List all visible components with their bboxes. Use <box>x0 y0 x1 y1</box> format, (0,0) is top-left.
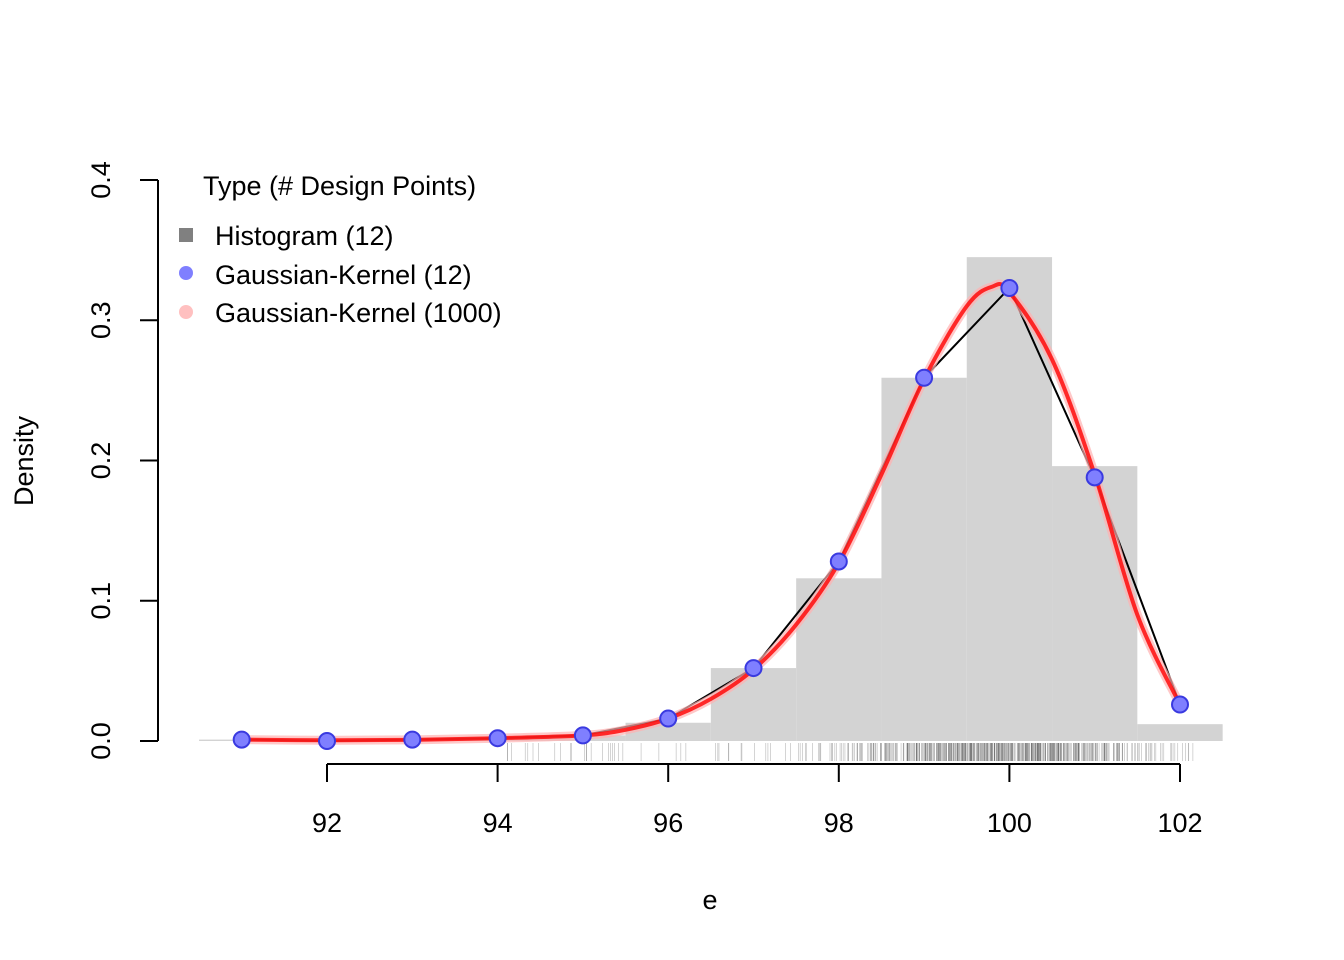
kernel-12-point <box>232 730 251 749</box>
y-tick-label: 0.0 <box>86 722 116 760</box>
kernel-12-point <box>659 709 678 728</box>
legend-kernel12-swatch <box>179 266 193 280</box>
kernel-12-point <box>318 732 336 750</box>
kernel-12-point <box>1085 468 1104 487</box>
legend-histogram-swatch <box>179 228 193 242</box>
y-axis-title: Density <box>9 415 39 506</box>
kernel-12-point <box>829 552 848 571</box>
histogram-bar <box>1137 724 1223 741</box>
y-tick-label: 0.2 <box>86 442 116 480</box>
histogram-bars <box>199 257 1223 741</box>
y-tick-label: 0.3 <box>86 301 116 339</box>
legend-entry-histogram: Histogram (12) <box>215 221 394 251</box>
kernel-12-point <box>488 729 507 748</box>
legend-kernel1000-swatch <box>179 305 193 319</box>
kernel-12-point <box>915 368 934 387</box>
legend-entry-kernel1000: Gaussian-Kernel (1000) <box>215 298 502 328</box>
x-tick-label: 92 <box>312 808 342 838</box>
kernel-12-point <box>744 659 763 678</box>
kernel-12-point <box>403 730 422 749</box>
legend: Type (# Design Points) Histogram (12) Ga… <box>179 171 502 328</box>
x-tick-label: 98 <box>824 808 854 838</box>
legend-entry-kernel12: Gaussian-Kernel (12) <box>215 260 472 290</box>
y-axis: 0.0 0.1 0.2 0.3 0.4 <box>86 161 159 760</box>
x-tick-label: 94 <box>483 808 513 838</box>
histogram-bar <box>881 377 967 741</box>
histogram-bar <box>710 668 797 741</box>
y-tick-label: 0.4 <box>86 161 116 199</box>
kernel-12-point <box>1000 278 1019 297</box>
x-axis: 92 94 96 98 100 102 <box>312 763 1203 838</box>
kernel-12-points <box>232 278 1189 750</box>
y-tick-label: 0.1 <box>86 582 116 620</box>
legend-title: Type (# Design Points) <box>203 171 476 201</box>
kernel-12-point <box>1171 695 1189 714</box>
rug-marks <box>507 743 1194 761</box>
histogram-bar <box>1052 466 1138 741</box>
x-tick-label: 102 <box>1157 808 1202 838</box>
x-axis-title: e <box>702 885 717 915</box>
x-tick-label: 96 <box>653 808 683 838</box>
x-tick-label: 100 <box>987 808 1032 838</box>
kernel-12-point <box>573 726 592 745</box>
